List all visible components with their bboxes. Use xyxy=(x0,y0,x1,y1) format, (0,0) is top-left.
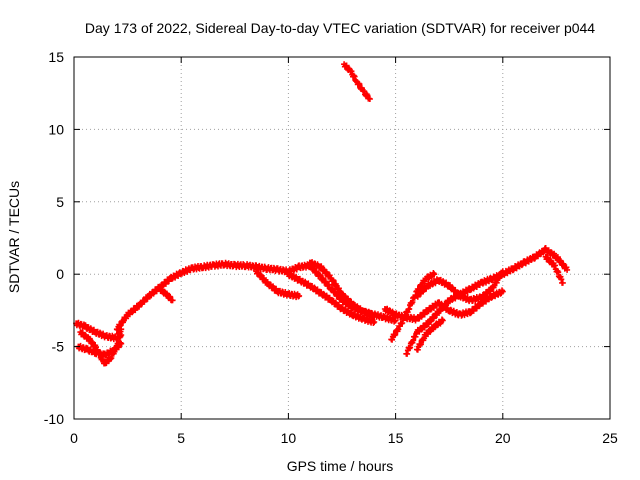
series-arc-8 xyxy=(306,259,378,320)
series-arc-9 xyxy=(341,61,373,102)
chart-title: Day 173 of 2022, Sidereal Day-to-day VTE… xyxy=(85,20,595,36)
data-points xyxy=(414,268,506,305)
series-arc-1 xyxy=(73,319,125,343)
x-tick-label: 0 xyxy=(70,430,78,446)
x-tick-label: 5 xyxy=(177,430,185,446)
data-points xyxy=(253,268,303,301)
series-arc-10 xyxy=(381,287,506,324)
data-points xyxy=(285,271,378,326)
grid xyxy=(74,57,610,419)
data-points xyxy=(388,270,438,343)
x-tick-label: 20 xyxy=(495,430,511,446)
x-tick-label: 15 xyxy=(388,430,404,446)
x-tick-label: 10 xyxy=(281,430,297,446)
data-points xyxy=(381,287,506,324)
ticks: 0 5 10 15 20 25 -10 -5 0 5 10 15 xyxy=(44,49,618,446)
y-tick-label: 15 xyxy=(48,49,64,65)
x-axis-label: GPS time / hours xyxy=(287,458,394,474)
data-points xyxy=(156,285,176,304)
series-arc-11 xyxy=(388,270,438,343)
data-points xyxy=(77,329,125,367)
plot-frame xyxy=(73,56,611,420)
series-arc-7 xyxy=(285,271,378,326)
y-tick-label: 5 xyxy=(56,194,64,210)
y-axis-label: SDTVAR / TECUs xyxy=(6,181,22,293)
y-tick-label: 0 xyxy=(56,266,64,282)
series-arc-6 xyxy=(253,268,303,301)
x-tick-label: 25 xyxy=(602,430,618,446)
data-points xyxy=(73,319,125,343)
y-tick-label: -10 xyxy=(44,411,64,427)
y-tick-label: -5 xyxy=(52,339,65,355)
data-points xyxy=(306,259,378,320)
series-arc-5 xyxy=(156,285,176,304)
y-tick-label: 10 xyxy=(48,121,64,137)
data-points xyxy=(414,316,446,353)
series-arc-14 xyxy=(414,316,446,353)
data-points xyxy=(341,61,373,102)
data-points xyxy=(542,253,566,286)
series-arc-13 xyxy=(414,268,506,305)
series-arc-3 xyxy=(77,329,125,367)
data-layer xyxy=(73,61,571,367)
series-arc-15 xyxy=(542,253,566,286)
